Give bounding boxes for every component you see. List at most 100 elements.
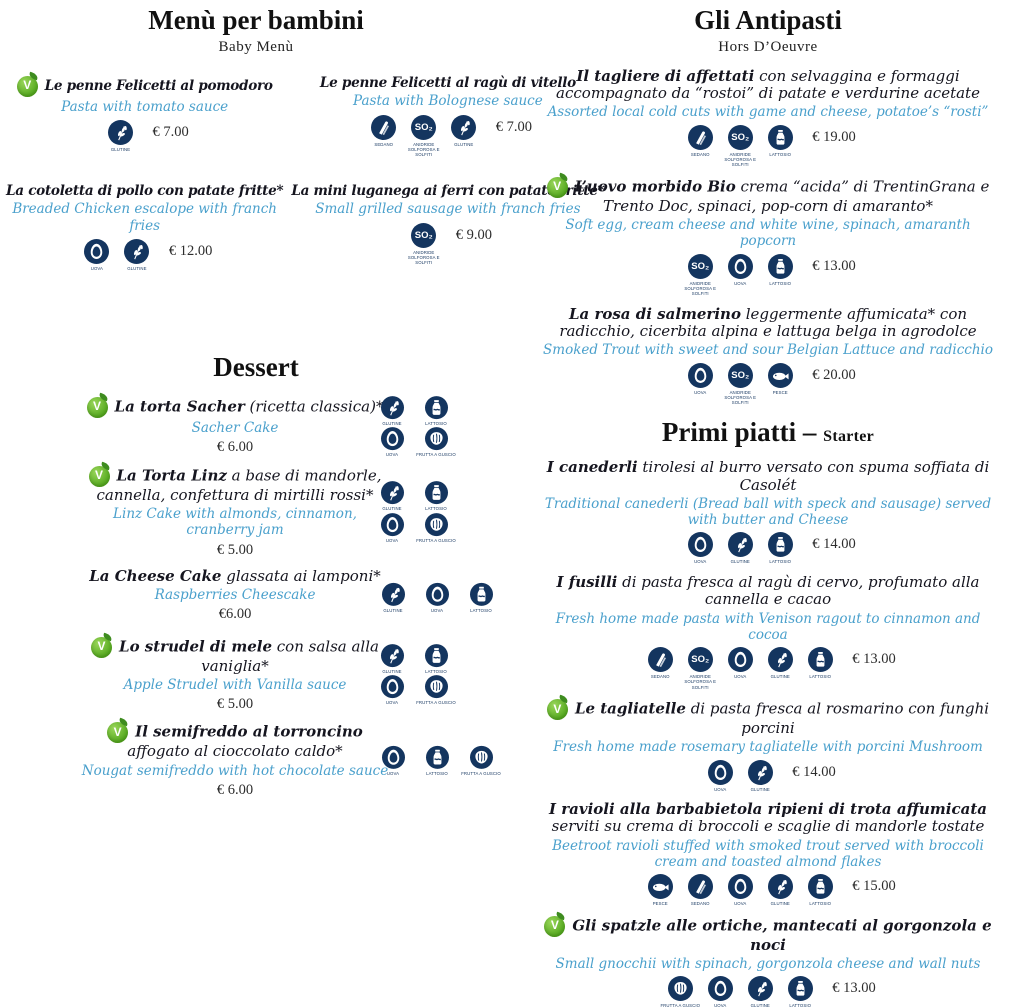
milk-icon: LATTOSIO	[800, 646, 840, 690]
nuts-icon: FRUTTA A GUSCIO	[660, 976, 700, 1008]
item-translation: Beetroot ravioli stuffed with smoked tro…	[552, 837, 984, 870]
menu-page: Menù per bambini Baby Menù V Le penne Fel…	[0, 0, 1024, 721]
item-translation: Nougat semifreddo with hot chocolate sau…	[81, 762, 389, 779]
milk-icon: LATTOSIO	[461, 582, 501, 612]
item-translation: Raspberries Cheescake	[154, 587, 316, 604]
item-translation: Pasta with tomato sauce	[61, 98, 229, 115]
item-description: con selvaggina e formaggi accompagnato d…	[556, 66, 980, 103]
allergen-caption: ANIDRIDE SOLFOROSA E SOLFITI	[684, 673, 717, 690]
item-translation: Soft egg, cream cheese and white wine, s…	[565, 217, 971, 250]
egg-icon: UOVA	[680, 362, 720, 406]
section-primi: Primi piatti – Starter VI canederli tiro…	[512, 417, 1024, 1008]
item-price: € 6.00	[216, 781, 254, 798]
allergen-caption: SEDANO	[690, 901, 710, 907]
item-price: € 13.00	[812, 257, 856, 274]
item-name: La Torta Linz	[116, 466, 227, 485]
menu-item: VLe penne Felicetti al ragù di vitello P…	[291, 75, 604, 158]
allergen-caption: UOVA	[386, 770, 400, 776]
allergen-icons: GLUTINE LATTOSIO UOVA FRUTTA A GUSCIO	[368, 481, 460, 543]
left-column: Menù per bambini Baby Menù V Le penne Fel…	[0, 0, 605, 798]
allergen-caption: UOVA	[714, 786, 727, 792]
celery-icon: SEDANO	[680, 874, 720, 906]
allergen-icons: UOVA GLUTINE	[700, 759, 780, 792]
item-name: La torta Sacher	[114, 397, 245, 416]
item-description: a base di mandorle, cannella, confettura…	[96, 466, 382, 504]
menu-item: VI ravioli alla barbabietola ripieni di …	[512, 800, 1024, 907]
egg-icon: UOVA	[700, 759, 740, 792]
item-translation: Linz Cake with almonds, cinnamon, cranbe…	[113, 506, 357, 539]
vegetarian-badge: V	[91, 636, 113, 658]
item-description: affogato al cioccolato caldo*	[127, 742, 343, 761]
item-translation: Small gnocchii with spinach, gorgonzola …	[555, 955, 981, 972]
allergen-caption: LATTOSIO	[769, 151, 792, 157]
menu-item: V La torta Sacher (ricetta classica)* Sac…	[0, 396, 512, 458]
item-description: (ricetta classica)*	[244, 397, 384, 416]
allergen-icons: GLUTINE UOVA LATTOSIO	[368, 582, 506, 612]
item-translation: Breaded Chicken escalope with franch fri…	[12, 201, 277, 234]
item-price: € 6.00	[216, 439, 254, 456]
egg-icon: UOVA	[720, 253, 760, 297]
sulfites-icon: SO₂ ANIDRIDE SOLFOROSA E SOLFITI	[404, 114, 444, 158]
allergen-caption: UOVA	[385, 452, 399, 458]
allergen-caption: ANIDRIDE SOLFOROSA E SOLFITI	[407, 141, 440, 158]
menu-item: V Le tagliatelle di pasta fresca al rosma…	[512, 699, 1024, 792]
nuts-icon: FRUTTA A GUSCIO	[416, 675, 456, 705]
sulfites-icon: SO₂ ANIDRIDE SOLFOROSA E SOLFITI	[680, 253, 720, 297]
menu-item: VLa cotoletta di pollo con patate fritte…	[6, 183, 284, 272]
section-dessert: Dessert V La torta Sacher (ricetta classi…	[0, 353, 512, 799]
egg-icon: UOVA	[700, 976, 740, 1008]
allergen-icons: SO₂ ANIDRIDE SOLFOROSA E SOLFITI UOVA LATTO…	[680, 253, 800, 297]
allergen-caption: GLUTINE	[770, 673, 790, 679]
allergen-caption: UOVA	[385, 537, 399, 543]
milk-icon: LATTOSIO	[416, 396, 456, 426]
gluten-icon: GLUTINE	[720, 532, 760, 564]
section-bambini: Menù per bambini Baby Menù V Le penne Fel…	[0, 5, 605, 272]
milk-icon: LATTOSIO	[780, 976, 820, 1008]
allergen-caption: UOVA	[734, 673, 747, 679]
item-name: I fusilli	[556, 572, 618, 591]
item-price: € 20.00	[812, 366, 856, 383]
section-antipasti: Gli Antipasti Hors D’Oeuvre VIl tagliere…	[512, 5, 1024, 406]
item-translation: Pasta with Bolognese sauce	[352, 93, 543, 110]
sulfites-icon: SO₂ ANIDRIDE SOLFOROSA E SOLFITI	[720, 362, 760, 406]
allergen-caption: GLUTINE	[382, 421, 402, 427]
item-description: con salsa alla vaniglia*	[201, 637, 379, 675]
allergen-caption: GLUTINE	[382, 506, 402, 512]
nuts-icon: FRUTTA A GUSCIO	[416, 512, 456, 543]
menu-item: VI fusilli di pasta fresca al ragù di ce…	[512, 572, 1024, 690]
item-price: € 14.00	[812, 536, 856, 553]
allergen-caption: SEDANO	[650, 673, 670, 679]
section-subtitle: Hors D’Oeuvre	[718, 38, 818, 55]
menu-item: V La Torta Linz a base di mandorle, canne…	[0, 465, 512, 559]
allergen-caption: FRUTTA A GUSCIO	[660, 1003, 701, 1008]
item-translation: Traditional canederli (Bread ball with s…	[544, 496, 992, 529]
egg-icon: UOVA	[720, 874, 760, 906]
allergen-caption: UOVA	[694, 389, 707, 395]
allergen-icons: FRUTTA A GUSCIO UOVA GLUTINE LATTOSIO	[660, 976, 820, 1008]
milk-icon: LATTOSIO	[760, 532, 800, 564]
allergen-caption: UOVA	[734, 280, 747, 286]
gluten-icon: GLUTINE	[372, 396, 412, 426]
item-translation: Sacher Cake	[191, 419, 279, 436]
allergen-caption: GLUTINE	[383, 607, 403, 613]
item-price: € 12.00	[168, 242, 213, 259]
allergen-icons: GLUTINE	[101, 119, 141, 152]
allergen-caption: LATTOSIO	[809, 901, 832, 907]
item-name: La mini luganega ai ferri con patate fri…	[291, 182, 605, 199]
gluten-icon: GLUTINE	[760, 874, 800, 906]
fish-icon: PESCE	[640, 874, 680, 906]
item-description: serviti su crema di broccoli e scaglie d…	[551, 817, 985, 836]
allergen-caption: PESCE	[652, 901, 668, 907]
item-name: Le penne Felicetti al pomodoro	[44, 77, 273, 94]
section-title: Gli Antipasti	[694, 5, 842, 35]
item-name: I canederli	[546, 458, 638, 477]
allergen-caption: UOVA	[694, 559, 707, 565]
item-translation: Fresh home made rosemary tagliatelle wit…	[553, 739, 983, 756]
allergen-caption: GLUTINE	[382, 669, 402, 675]
allergen-caption: ANIDRIDE SOLFOROSA E SOLFITI	[407, 249, 440, 266]
egg-icon: UOVA	[77, 238, 117, 271]
vegetarian-badge: V	[86, 396, 108, 418]
item-name: Il tagliere di affettati	[576, 66, 755, 85]
menu-item: V Il semifreddo al torroncino affogato al…	[0, 722, 512, 799]
gluten-icon: GLUTINE	[760, 646, 800, 690]
